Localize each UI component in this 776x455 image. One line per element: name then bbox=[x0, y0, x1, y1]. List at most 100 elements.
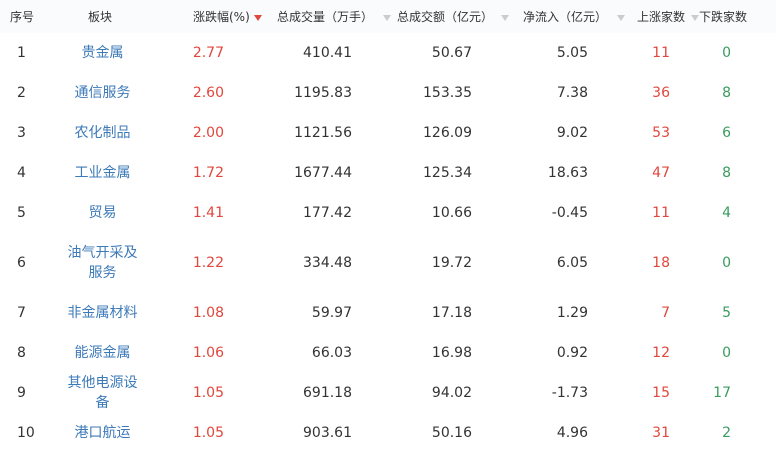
table-cell: 53 bbox=[652, 125, 670, 141]
table-cell: 1.05 bbox=[192, 385, 224, 401]
table-cell: -0.45 bbox=[551, 205, 588, 221]
table-cell: 6.05 bbox=[556, 255, 588, 271]
sector-name[interactable]: 工业金属 bbox=[74, 165, 131, 181]
header-text: 序号 bbox=[10, 10, 35, 24]
table-row: 6 油气开采及服务 1.22 334.48 19.72 6.05 18 0 bbox=[0, 233, 776, 293]
table-cell: 1121.56 bbox=[294, 125, 352, 141]
table-cell: 4 bbox=[722, 205, 731, 221]
table-cell: 18 bbox=[652, 255, 670, 271]
table-cell: 5 bbox=[17, 205, 26, 221]
header-text: 净流入（亿元） bbox=[523, 10, 608, 24]
table-cell: 3 bbox=[17, 125, 26, 141]
table-cell: 2.00 bbox=[192, 125, 224, 141]
header-cell: 序号 bbox=[0, 0, 45, 33]
table-cell: 7 bbox=[17, 305, 26, 321]
table-cell: 31 bbox=[652, 425, 670, 441]
sector-name[interactable]: 其他电源设备 bbox=[67, 375, 138, 411]
table-cell: 0 bbox=[722, 345, 731, 361]
table-cell: 11 bbox=[652, 205, 670, 221]
sort-icon[interactable] bbox=[617, 14, 626, 21]
table-row: 10 港口航运 1.05 903.61 50.16 4.96 31 2 bbox=[0, 413, 776, 453]
table-cell: 19.72 bbox=[431, 255, 472, 271]
table-cell: 2.77 bbox=[192, 45, 224, 61]
table-cell: 50.16 bbox=[431, 425, 472, 441]
sector-name[interactable]: 通信服务 bbox=[74, 85, 131, 101]
table-cell: 17 bbox=[713, 385, 731, 401]
table-row: 2 通信服务 2.60 1195.83 153.35 7.38 36 8 bbox=[0, 73, 776, 113]
table-cell: 1.22 bbox=[192, 255, 224, 271]
table-cell: 125.34 bbox=[423, 165, 472, 181]
table-cell: 36 bbox=[652, 85, 670, 101]
table-cell: 11 bbox=[652, 45, 670, 61]
table-row: 4 工业金属 1.72 1677.44 125.34 18.63 47 8 bbox=[0, 153, 776, 193]
table-cell: 153.35 bbox=[423, 85, 472, 101]
sort-icon[interactable] bbox=[383, 14, 392, 21]
table-row: 7 非金属材料 1.08 59.97 17.18 1.29 7 5 bbox=[0, 293, 776, 333]
header-text: 总成交额（亿元） bbox=[397, 10, 494, 24]
table-cell: 0.92 bbox=[556, 345, 588, 361]
table-cell: 410.41 bbox=[303, 45, 352, 61]
sector-name[interactable]: 能源金属 bbox=[74, 345, 131, 361]
header-text: 涨跌幅(%) bbox=[193, 10, 250, 24]
table-cell: 2 bbox=[17, 85, 26, 101]
sector-name[interactable]: 油气开采及服务 bbox=[67, 245, 138, 281]
sector-name[interactable]: 农化制品 bbox=[74, 125, 131, 141]
table-row: 5 贸易 1.41 177.42 10.66 -0.45 11 4 bbox=[0, 193, 776, 233]
table-cell: 16.98 bbox=[431, 345, 472, 361]
table-cell: 8 bbox=[722, 85, 731, 101]
table-cell: 10.66 bbox=[431, 205, 472, 221]
table-cell: 7.38 bbox=[556, 85, 588, 101]
table-cell: 50.67 bbox=[431, 45, 472, 61]
table-cell: 1.05 bbox=[192, 425, 224, 441]
table-cell: 10 bbox=[17, 425, 35, 441]
table-cell: 18.63 bbox=[547, 165, 588, 181]
table-cell: 6 bbox=[17, 255, 26, 271]
table-row: 8 能源金属 1.06 66.03 16.98 0.92 12 0 bbox=[0, 333, 776, 373]
table-cell: 17.18 bbox=[431, 305, 472, 321]
table-cell: 5 bbox=[722, 305, 731, 321]
header-cell[interactable]: 涨跌幅(%) bbox=[160, 0, 262, 33]
sort-icon[interactable] bbox=[501, 14, 510, 21]
table-cell: 2.60 bbox=[192, 85, 224, 101]
table-cell: 6 bbox=[722, 125, 731, 141]
table-cell: 903.61 bbox=[303, 425, 352, 441]
table-cell: 0 bbox=[722, 45, 731, 61]
sort-icon[interactable] bbox=[253, 14, 262, 21]
table-cell: 9 bbox=[17, 385, 26, 401]
header-text: 下跌家数 bbox=[699, 10, 748, 24]
table-cell: 12 bbox=[652, 345, 670, 361]
table-cell: 334.48 bbox=[303, 255, 352, 271]
table-cell: 0 bbox=[722, 255, 731, 271]
sector-name[interactable]: 贸易 bbox=[88, 205, 117, 221]
sector-name[interactable]: 贵金属 bbox=[81, 45, 124, 61]
header-row: 序号 板块 涨跌幅(%) 总成交量（万手） 总成交额（亿元） 净流入（亿元） 上… bbox=[0, 0, 776, 33]
header-text: 板块 bbox=[88, 10, 113, 24]
header-text: 总成交量（万手） bbox=[277, 10, 374, 24]
header-cell[interactable]: 总成交量（万手） bbox=[245, 0, 392, 33]
table-cell: 4.96 bbox=[556, 425, 588, 441]
header-cell[interactable]: 上涨家数 bbox=[620, 0, 700, 33]
table-cell: 1.72 bbox=[192, 165, 224, 181]
sector-name[interactable]: 港口航运 bbox=[74, 425, 131, 441]
table-cell: -1.73 bbox=[551, 385, 588, 401]
sort-icon[interactable] bbox=[691, 14, 700, 21]
header-cell[interactable]: 总成交额（亿元） bbox=[380, 0, 510, 33]
header-cell[interactable]: 下跌家数 bbox=[695, 0, 776, 33]
header-cell: 板块 bbox=[45, 0, 160, 33]
header-cell[interactable]: 净流入（亿元） bbox=[495, 0, 626, 33]
table-cell: 9.02 bbox=[556, 125, 588, 141]
table-cell: 2 bbox=[722, 425, 731, 441]
sector-name[interactable]: 非金属材料 bbox=[67, 305, 138, 321]
table-cell: 66.03 bbox=[311, 345, 352, 361]
table-row: 9 其他电源设备 1.05 691.18 94.02 -1.73 15 17 bbox=[0, 373, 776, 413]
table-cell: 1677.44 bbox=[294, 165, 352, 181]
table-cell: 1.08 bbox=[192, 305, 224, 321]
table-cell: 691.18 bbox=[303, 385, 352, 401]
table-cell: 126.09 bbox=[423, 125, 472, 141]
table-cell: 8 bbox=[722, 165, 731, 181]
table-cell: 47 bbox=[652, 165, 670, 181]
table-cell: 94.02 bbox=[431, 385, 472, 401]
table-cell: 15 bbox=[652, 385, 670, 401]
